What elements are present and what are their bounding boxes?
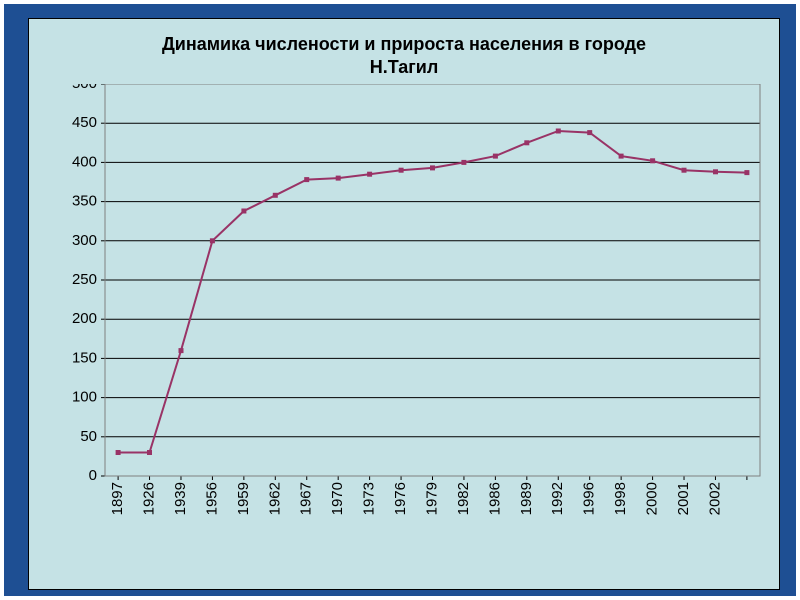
x-tick-label: 1970 xyxy=(329,482,346,515)
y-tick-label: 200 xyxy=(72,310,97,327)
y-tick-label: 150 xyxy=(72,349,97,366)
y-tick-label: 350 xyxy=(72,193,97,210)
series-marker xyxy=(305,178,309,182)
x-tick-label: 1992 xyxy=(549,482,566,515)
slide-frame: Динамика числености и прироста населения… xyxy=(0,0,800,600)
y-tick-label: 250 xyxy=(72,271,97,288)
series-marker xyxy=(525,141,529,145)
series-marker xyxy=(588,131,592,135)
x-tick-label: 1967 xyxy=(298,482,315,515)
series-marker xyxy=(714,170,718,174)
y-tick-label: 50 xyxy=(80,428,97,445)
series-marker xyxy=(462,160,466,164)
x-tick-label: 2000 xyxy=(644,482,661,515)
series-marker xyxy=(273,193,277,197)
chart-title-line1: Динамика числености и прироста населения… xyxy=(162,34,646,54)
x-tick-label: 1989 xyxy=(518,482,535,515)
y-tick-label: 400 xyxy=(72,153,97,170)
x-tick-label: 1956 xyxy=(203,482,220,515)
series-marker xyxy=(210,239,214,243)
x-tick-label: 1982 xyxy=(455,482,472,515)
x-tick-label: 1959 xyxy=(235,482,252,515)
y-tick-label: 450 xyxy=(72,114,97,131)
series-marker xyxy=(242,209,246,213)
y-tick-label: 500 xyxy=(72,84,97,92)
series-marker xyxy=(116,451,120,455)
chart-card: Динамика числености и прироста населения… xyxy=(28,18,780,590)
series-marker xyxy=(336,176,340,180)
series-marker xyxy=(368,172,372,176)
x-tick-label: 1986 xyxy=(486,482,503,515)
x-tick-label: 1979 xyxy=(423,482,440,515)
series-marker xyxy=(745,171,749,175)
x-tick-label: 2002 xyxy=(706,482,723,515)
x-tick-label: 1897 xyxy=(109,482,126,515)
x-tick-label: 1973 xyxy=(361,482,378,515)
series-marker xyxy=(556,129,560,133)
series-marker xyxy=(148,451,152,455)
x-tick-label: 1962 xyxy=(266,482,283,515)
series-marker xyxy=(399,168,403,172)
line-chart: 0 50 100 150 200 250 300 350 400 450 500 1897 1926 19… xyxy=(40,84,770,564)
x-tick-label: 1998 xyxy=(612,482,629,515)
chart-title: Динамика числености и прироста населения… xyxy=(29,19,779,84)
y-tick-label: 300 xyxy=(72,232,97,249)
x-tick-label: 2001 xyxy=(675,482,692,515)
series-marker xyxy=(179,349,183,353)
y-tick-label: 0 xyxy=(89,467,97,484)
series-marker xyxy=(493,154,497,158)
chart-title-line2: Н.Тагил xyxy=(370,57,439,77)
series-marker xyxy=(619,154,623,158)
series-marker xyxy=(682,168,686,172)
y-tick-label: 100 xyxy=(72,389,97,406)
x-tick-label: 1926 xyxy=(141,482,158,515)
x-tick-label: 1976 xyxy=(392,482,409,515)
x-tick-label: 1939 xyxy=(172,482,189,515)
series-marker xyxy=(431,166,435,170)
series-marker xyxy=(651,159,655,163)
x-tick-label: 1996 xyxy=(581,482,598,515)
